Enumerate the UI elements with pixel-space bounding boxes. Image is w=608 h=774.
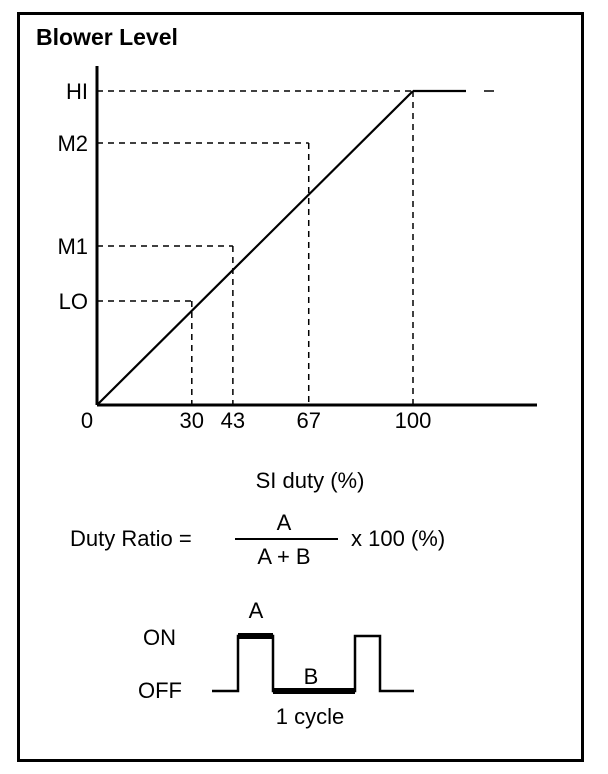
y-level-lo: LO [59, 289, 88, 314]
guide-lines [97, 90, 466, 405]
x-tick-67: 67 [296, 408, 320, 433]
duty-ramp-line [96, 90, 414, 406]
x-tick-43: 43 [221, 408, 245, 433]
y-level-hi: HI [66, 79, 88, 104]
on-label: ON [143, 625, 176, 650]
x-tick-100: 100 [395, 408, 432, 433]
y-level-labels: LO M1 M2 HI [57, 79, 88, 314]
x-axis-label: SI duty (%) [256, 468, 365, 493]
y-level-m1: M1 [57, 234, 88, 259]
formula-lhs: Duty Ratio = [70, 526, 192, 551]
a-label: A [249, 598, 264, 623]
b-label: B [304, 664, 319, 689]
duty-curve [96, 89, 494, 406]
figure-frame [17, 12, 584, 762]
off-label: OFF [138, 678, 182, 703]
formula-denominator: A + B [257, 544, 310, 569]
cycle-label: 1 cycle [276, 704, 344, 729]
y-level-m2: M2 [57, 131, 88, 156]
x-tick-30: 30 [180, 408, 204, 433]
x-tick-labels: 30 43 67 100 [180, 408, 432, 433]
origin-label: 0 [81, 408, 93, 433]
formula-rhs: x 100 (%) [351, 526, 445, 551]
chart-title: Blower Level [36, 24, 178, 50]
formula-numerator: A [277, 510, 292, 535]
